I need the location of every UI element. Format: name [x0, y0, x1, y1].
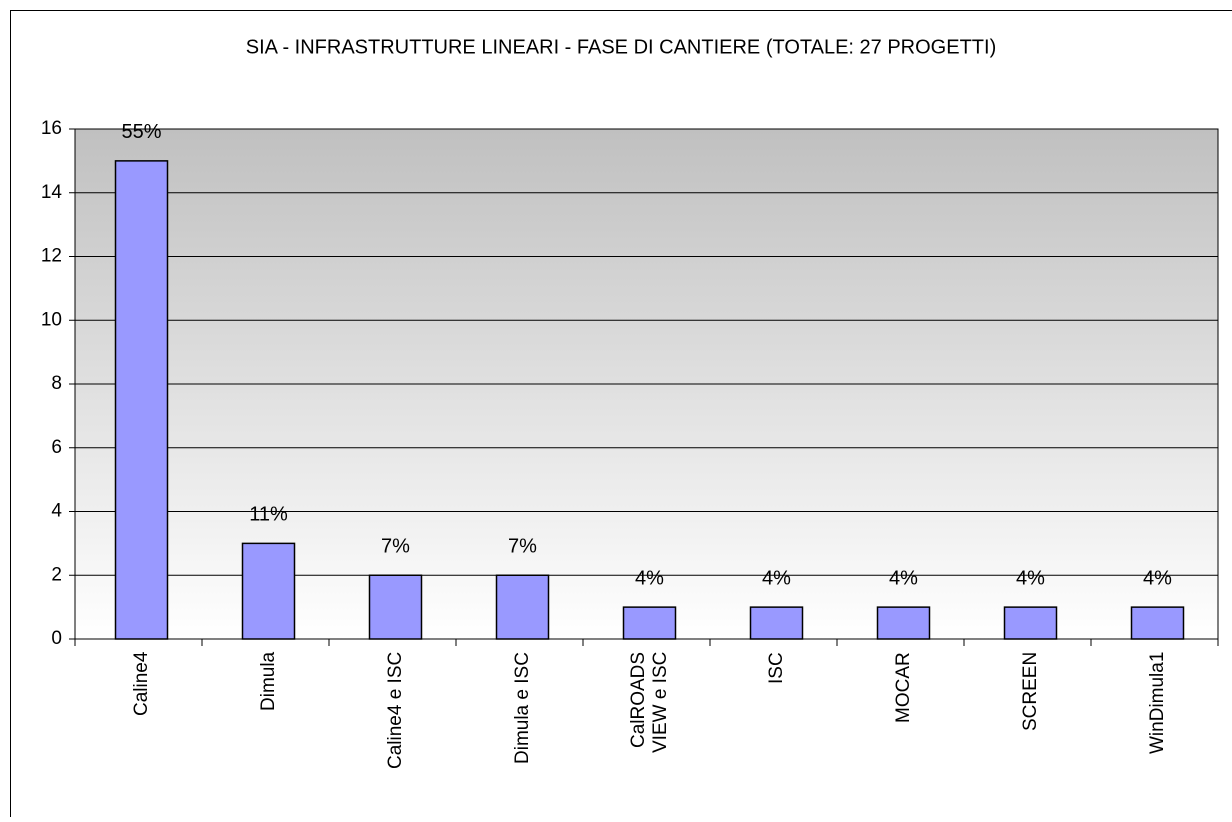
- y-tick-label: 8: [51, 373, 62, 394]
- bar: [1132, 607, 1184, 639]
- x-tick-label: WinDimula1: [1147, 652, 1169, 822]
- data-label: 7%: [381, 536, 410, 558]
- bar: [624, 607, 676, 639]
- y-tick-label: 14: [41, 182, 63, 203]
- data-label: 4%: [1143, 567, 1172, 589]
- x-tick-label: CalROADS VIEW e ISC: [628, 652, 672, 822]
- y-tick-label: 4: [51, 501, 62, 522]
- data-label: 4%: [635, 567, 664, 589]
- y-tick-label: 6: [51, 437, 62, 458]
- x-tick-label: Dimula e ISC: [512, 652, 534, 822]
- y-tick-label: 10: [41, 309, 62, 330]
- bar: [243, 543, 295, 639]
- data-label: 11%: [249, 504, 288, 526]
- x-tick-label: MOCAR: [893, 652, 915, 822]
- bar: [1005, 607, 1057, 639]
- data-label: 4%: [889, 567, 918, 589]
- x-tick-label: ISC: [766, 652, 788, 822]
- data-label: 7%: [508, 536, 537, 558]
- chart-title: SIA - INFRASTRUTTURE LINEARI - FASE DI C…: [246, 36, 996, 58]
- bar: [878, 607, 930, 639]
- y-tick-label: 0: [51, 628, 62, 649]
- x-tick-label: Dimula: [258, 652, 280, 822]
- bar: [370, 575, 422, 639]
- x-tick-label: Caline4 e ISC: [385, 652, 407, 822]
- y-tick-label: 16: [41, 118, 62, 139]
- bar: [497, 575, 549, 639]
- y-tick-label: 12: [41, 246, 62, 267]
- bar: [116, 161, 168, 639]
- data-label: 55%: [121, 121, 161, 143]
- data-label: 4%: [762, 567, 791, 589]
- bar: [751, 607, 803, 639]
- data-label: 4%: [1016, 567, 1045, 589]
- y-tick-label: 2: [51, 564, 62, 585]
- x-tick-label: SCREEN: [1020, 652, 1042, 822]
- x-tick-label: Caline4: [131, 652, 153, 822]
